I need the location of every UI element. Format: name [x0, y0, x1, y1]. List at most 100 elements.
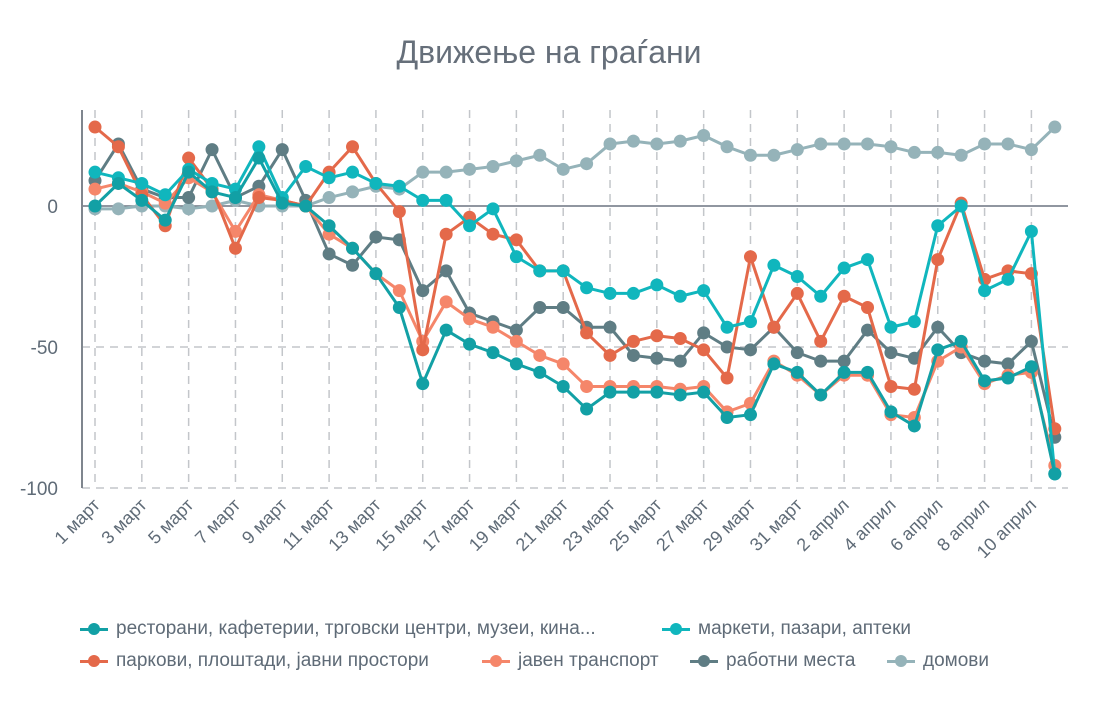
- legend-item-transit[interactable]: јавен транспорт: [482, 650, 659, 672]
- data-point: [931, 145, 945, 159]
- legend-label: паркови, плоштади, јавни простори: [116, 650, 429, 671]
- data-point: [697, 385, 711, 399]
- data-point: [603, 348, 617, 362]
- data-point: [463, 337, 477, 351]
- data-point: [533, 264, 547, 278]
- data-point: [743, 250, 757, 264]
- data-point: [416, 343, 430, 357]
- data-point: [463, 219, 477, 233]
- data-point: [954, 199, 968, 213]
- data-point: [1001, 357, 1015, 371]
- data-point: [907, 419, 921, 433]
- data-point: [650, 351, 664, 365]
- data-point: [533, 365, 547, 379]
- data-point: [439, 264, 453, 278]
- data-point: [158, 213, 172, 227]
- data-point: [1048, 120, 1062, 134]
- data-point: [556, 162, 570, 176]
- data-point: [790, 270, 804, 283]
- data-point: [509, 323, 523, 337]
- data-point: [88, 120, 102, 134]
- data-point: [486, 346, 500, 360]
- data-point: [205, 199, 219, 213]
- data-point: [884, 405, 898, 419]
- data-point: [580, 326, 594, 340]
- data-point: [556, 264, 570, 278]
- data-point: [861, 301, 875, 315]
- data-point: [720, 140, 734, 154]
- legend-item-markets[interactable]: маркети, пазари, аптеки: [662, 618, 911, 640]
- data-point: [1024, 334, 1038, 348]
- data-point: [650, 278, 664, 292]
- data-point: [978, 284, 992, 298]
- data-point: [392, 205, 406, 219]
- data-point: [556, 357, 570, 371]
- data-point: [392, 179, 406, 193]
- data-point: [346, 165, 360, 179]
- data-point: [392, 301, 406, 315]
- data-point: [650, 329, 664, 343]
- data-point: [907, 145, 921, 159]
- data-point: [580, 157, 594, 171]
- data-point: [392, 284, 406, 298]
- data-point: [439, 193, 453, 207]
- data-point: [88, 182, 102, 196]
- data-point: [861, 253, 875, 267]
- data-point: [978, 374, 992, 388]
- data-point: [837, 137, 851, 151]
- data-point: [673, 332, 687, 346]
- data-point: [790, 143, 804, 157]
- legend-marker-icon: [662, 622, 690, 636]
- data-point: [720, 371, 734, 385]
- data-point: [884, 140, 898, 154]
- data-point: [907, 315, 921, 329]
- data-point: [346, 258, 360, 272]
- data-point: [580, 402, 594, 416]
- data-point: [580, 379, 594, 393]
- data-point: [814, 354, 828, 368]
- data-point: [439, 227, 453, 241]
- data-point: [954, 148, 968, 162]
- data-point: [626, 286, 640, 300]
- data-point: [931, 320, 945, 334]
- data-point: [837, 365, 851, 379]
- data-point: [439, 323, 453, 337]
- data-point: [111, 176, 125, 190]
- data-point: [135, 193, 149, 207]
- legend-item-workplaces[interactable]: работни места: [690, 650, 855, 672]
- data-point: [252, 151, 266, 165]
- legend-marker-icon: [887, 654, 915, 668]
- data-point: [1001, 371, 1015, 385]
- data-point: [463, 162, 477, 176]
- data-point: [697, 343, 711, 357]
- legend-item-homes[interactable]: домови: [887, 650, 989, 672]
- data-point: [650, 385, 664, 399]
- data-point: [486, 202, 500, 216]
- data-point: [580, 281, 594, 295]
- data-point: [533, 301, 547, 315]
- data-point: [556, 301, 570, 315]
- data-point: [439, 165, 453, 179]
- legend-label: јавен транспорт: [518, 650, 659, 671]
- data-point: [299, 160, 313, 174]
- data-point: [205, 185, 219, 199]
- data-point: [837, 354, 851, 368]
- data-point: [509, 250, 523, 264]
- data-point: [486, 227, 500, 241]
- y-tick-label: -50: [31, 338, 58, 359]
- data-point: [1048, 467, 1062, 481]
- data-point: [861, 323, 875, 337]
- data-point: [111, 140, 125, 154]
- data-point: [697, 284, 711, 298]
- data-point: [884, 346, 898, 360]
- legend-item-parks[interactable]: паркови, плоштади, јавни простори: [80, 650, 429, 672]
- data-point: [790, 346, 804, 360]
- axes: [81, 110, 1068, 488]
- data-point: [275, 196, 289, 210]
- data-point: [673, 354, 687, 368]
- data-point: [228, 191, 242, 205]
- legend-item-restaurants[interactable]: ресторани, кафетерии, трговски центри, м…: [80, 618, 596, 640]
- data-point: [790, 286, 804, 300]
